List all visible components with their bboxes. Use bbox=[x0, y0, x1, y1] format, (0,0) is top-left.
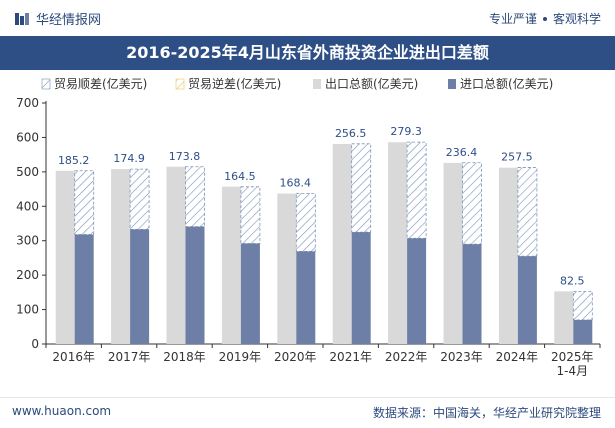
import-bar bbox=[296, 251, 316, 344]
surplus-bar bbox=[572, 291, 593, 321]
x-tick-label: 2025年 bbox=[551, 350, 594, 364]
y-tick-label: 700 bbox=[16, 96, 39, 110]
data-source: 数据来源：中国海关，华经产业研究院整理 bbox=[372, 406, 601, 420]
y-tick-label: 200 bbox=[16, 268, 39, 282]
category-group: 257.5 2024年 bbox=[496, 151, 546, 364]
legend-label: 贸易顺差(亿美元) bbox=[54, 76, 147, 91]
x-tick-label: 2016年 bbox=[52, 350, 95, 364]
legend-label: 出口总额(亿美元) bbox=[325, 76, 418, 91]
website-link[interactable]: www.huaon.com bbox=[12, 404, 112, 418]
tagline: 专业严谨 客观科学 bbox=[489, 10, 601, 27]
export-bar bbox=[388, 142, 408, 344]
y-tick-label: 400 bbox=[16, 199, 39, 213]
category-group: 168.4 2020年 bbox=[274, 176, 324, 364]
export-bar bbox=[332, 143, 352, 344]
import-bar bbox=[240, 243, 260, 344]
category-group: 279.3 2022年 bbox=[385, 125, 435, 364]
footer: www.huaon.com 数据来源：中国海关，华经产业研究院整理 bbox=[0, 397, 615, 428]
legend-label: 进口总额(亿美元) bbox=[460, 76, 553, 91]
surplus-bar bbox=[517, 167, 538, 257]
y-tick-label: 300 bbox=[16, 234, 39, 248]
brand-name: 华经情报网 bbox=[36, 13, 102, 28]
import-bar bbox=[517, 256, 537, 344]
surplus-bar bbox=[129, 168, 150, 230]
bars: 185.2 2016年 174.9 2017年 173.8 2018年 164.5 2019年… bbox=[45, 125, 601, 378]
x-tick-label: 1-4月 bbox=[556, 364, 588, 378]
surplus-data-label: 82.5 bbox=[560, 274, 585, 287]
legend-swatch bbox=[175, 78, 185, 90]
brand[interactable]: 华经情报网 bbox=[14, 9, 101, 28]
x-tick-label: 2021年 bbox=[329, 350, 372, 364]
export-bar bbox=[111, 169, 131, 344]
y-tick-label: 100 bbox=[16, 303, 39, 317]
brand-logo-icon bbox=[15, 12, 29, 25]
x-tick-label: 2019年 bbox=[219, 350, 262, 364]
surplus-bar bbox=[406, 141, 427, 239]
legend-label: 贸易逆差(亿美元) bbox=[188, 76, 281, 91]
legend-item: 出口总额(亿美元) bbox=[313, 76, 418, 91]
surplus-bar bbox=[185, 166, 205, 227]
surplus-data-label: 185.2 bbox=[58, 154, 90, 167]
surplus-data-label: 174.9 bbox=[113, 152, 145, 165]
import-bar bbox=[351, 232, 371, 344]
x-tick-label: 2023年 bbox=[440, 350, 483, 364]
category-group: 256.5 2021年 bbox=[329, 127, 379, 364]
legend-item: 贸易逆差(亿美元) bbox=[175, 76, 281, 91]
tagline-left: 专业严谨 bbox=[488, 12, 537, 26]
export-bar bbox=[498, 167, 518, 344]
surplus-data-label: 173.8 bbox=[169, 150, 201, 163]
category-group: 173.8 2018年 bbox=[163, 150, 213, 364]
legend: 贸易顺差(亿美元) 贸易逆差(亿美元) 出口总额(亿美元) 进口总额(亿美元) bbox=[41, 76, 553, 91]
category-group: 236.4 2023年 bbox=[440, 146, 490, 364]
export-bar bbox=[221, 186, 241, 344]
surplus-bar bbox=[295, 193, 316, 252]
export-bar bbox=[166, 166, 186, 344]
import-bar bbox=[130, 229, 150, 344]
top-bar: 华经情报网 专业严谨 客观科学 bbox=[0, 0, 615, 36]
y-tick-label: 0 bbox=[31, 337, 39, 351]
surplus-data-label: 257.5 bbox=[501, 151, 533, 164]
x-tick-label: 2022年 bbox=[385, 350, 428, 364]
chart-title: 2016-2025年4月山东省外商投资企业进出口差额 bbox=[0, 36, 615, 70]
import-bar bbox=[462, 244, 482, 344]
x-tick-label: 2024年 bbox=[496, 350, 539, 364]
surplus-data-label: 236.4 bbox=[446, 146, 478, 159]
surplus-data-label: 279.3 bbox=[390, 125, 422, 138]
category-group: 174.9 2017年 bbox=[108, 152, 158, 364]
export-bar bbox=[554, 291, 574, 344]
export-bar bbox=[277, 193, 297, 344]
surplus-bar bbox=[462, 162, 482, 245]
legend-swatch bbox=[313, 79, 321, 89]
x-tick-label: 2017年 bbox=[108, 350, 151, 364]
tagline-right: 客观科学 bbox=[552, 12, 601, 26]
surplus-data-label: 164.5 bbox=[224, 170, 256, 183]
import-bar bbox=[74, 234, 94, 344]
x-tick-label: 2020年 bbox=[274, 350, 317, 364]
surplus-data-label: 256.5 bbox=[335, 127, 367, 140]
legend-swatch bbox=[41, 78, 51, 90]
legend-swatch bbox=[448, 79, 456, 89]
export-bar bbox=[443, 162, 463, 344]
y-tick-label: 500 bbox=[16, 165, 39, 179]
category-group: 185.2 2016年 bbox=[52, 154, 102, 364]
surplus-bar bbox=[351, 143, 372, 233]
import-bar bbox=[185, 226, 205, 344]
separator-dot-icon bbox=[542, 16, 547, 21]
category-group: 164.5 2019年 bbox=[219, 170, 269, 364]
import-bar bbox=[407, 238, 427, 344]
export-bar bbox=[55, 170, 75, 344]
chart: 贸易顺差(亿美元) 贸易逆差(亿美元) 出口总额(亿美元) 进口总额(亿美元) 0 100… bbox=[16, 76, 601, 378]
legend-item: 进口总额(亿美元) bbox=[448, 76, 553, 91]
legend-item: 贸易顺差(亿美元) bbox=[41, 76, 147, 91]
surplus-bar bbox=[240, 186, 261, 244]
x-tick-label: 2018年 bbox=[163, 350, 206, 364]
surplus-bar bbox=[74, 170, 95, 235]
import-bar bbox=[573, 319, 593, 344]
y-tick-label: 600 bbox=[16, 130, 39, 144]
surplus-data-label: 168.4 bbox=[280, 176, 312, 189]
